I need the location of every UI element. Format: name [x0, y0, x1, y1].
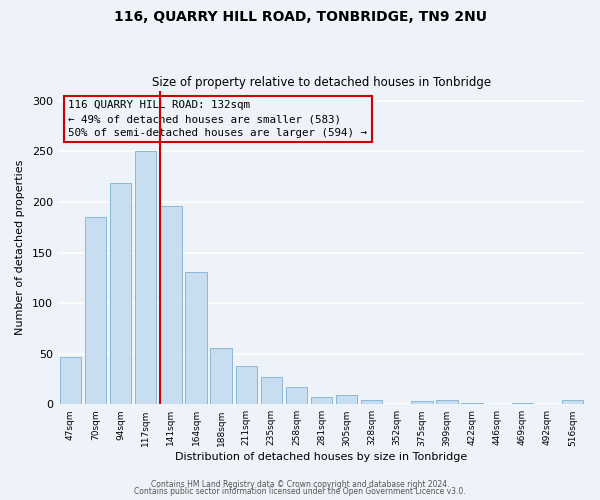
Bar [110, 182, 131, 404]
Text: Contains public sector information licensed under the Open Government Licence v3: Contains public sector information licen… [134, 487, 466, 496]
Bar [411, 402, 433, 404]
Bar [260, 377, 282, 404]
Bar [336, 395, 357, 404]
Bar [135, 152, 157, 404]
Bar [286, 387, 307, 404]
Y-axis label: Number of detached properties: Number of detached properties [15, 160, 25, 335]
Bar [311, 397, 332, 404]
Text: 116, QUARRY HILL ROAD, TONBRIDGE, TN9 2NU: 116, QUARRY HILL ROAD, TONBRIDGE, TN9 2N… [113, 10, 487, 24]
Bar [436, 400, 458, 404]
Bar [562, 400, 583, 404]
Text: Contains HM Land Registry data © Crown copyright and database right 2024.: Contains HM Land Registry data © Crown c… [151, 480, 449, 489]
Text: 116 QUARRY HILL ROAD: 132sqm
← 49% of detached houses are smaller (583)
50% of s: 116 QUARRY HILL ROAD: 132sqm ← 49% of de… [68, 100, 367, 138]
Bar [361, 400, 382, 404]
Bar [185, 272, 206, 404]
Bar [160, 206, 182, 404]
Title: Size of property relative to detached houses in Tonbridge: Size of property relative to detached ho… [152, 76, 491, 90]
Bar [211, 348, 232, 405]
Bar [60, 357, 81, 405]
Bar [236, 366, 257, 405]
X-axis label: Distribution of detached houses by size in Tonbridge: Distribution of detached houses by size … [175, 452, 467, 462]
Bar [85, 217, 106, 404]
